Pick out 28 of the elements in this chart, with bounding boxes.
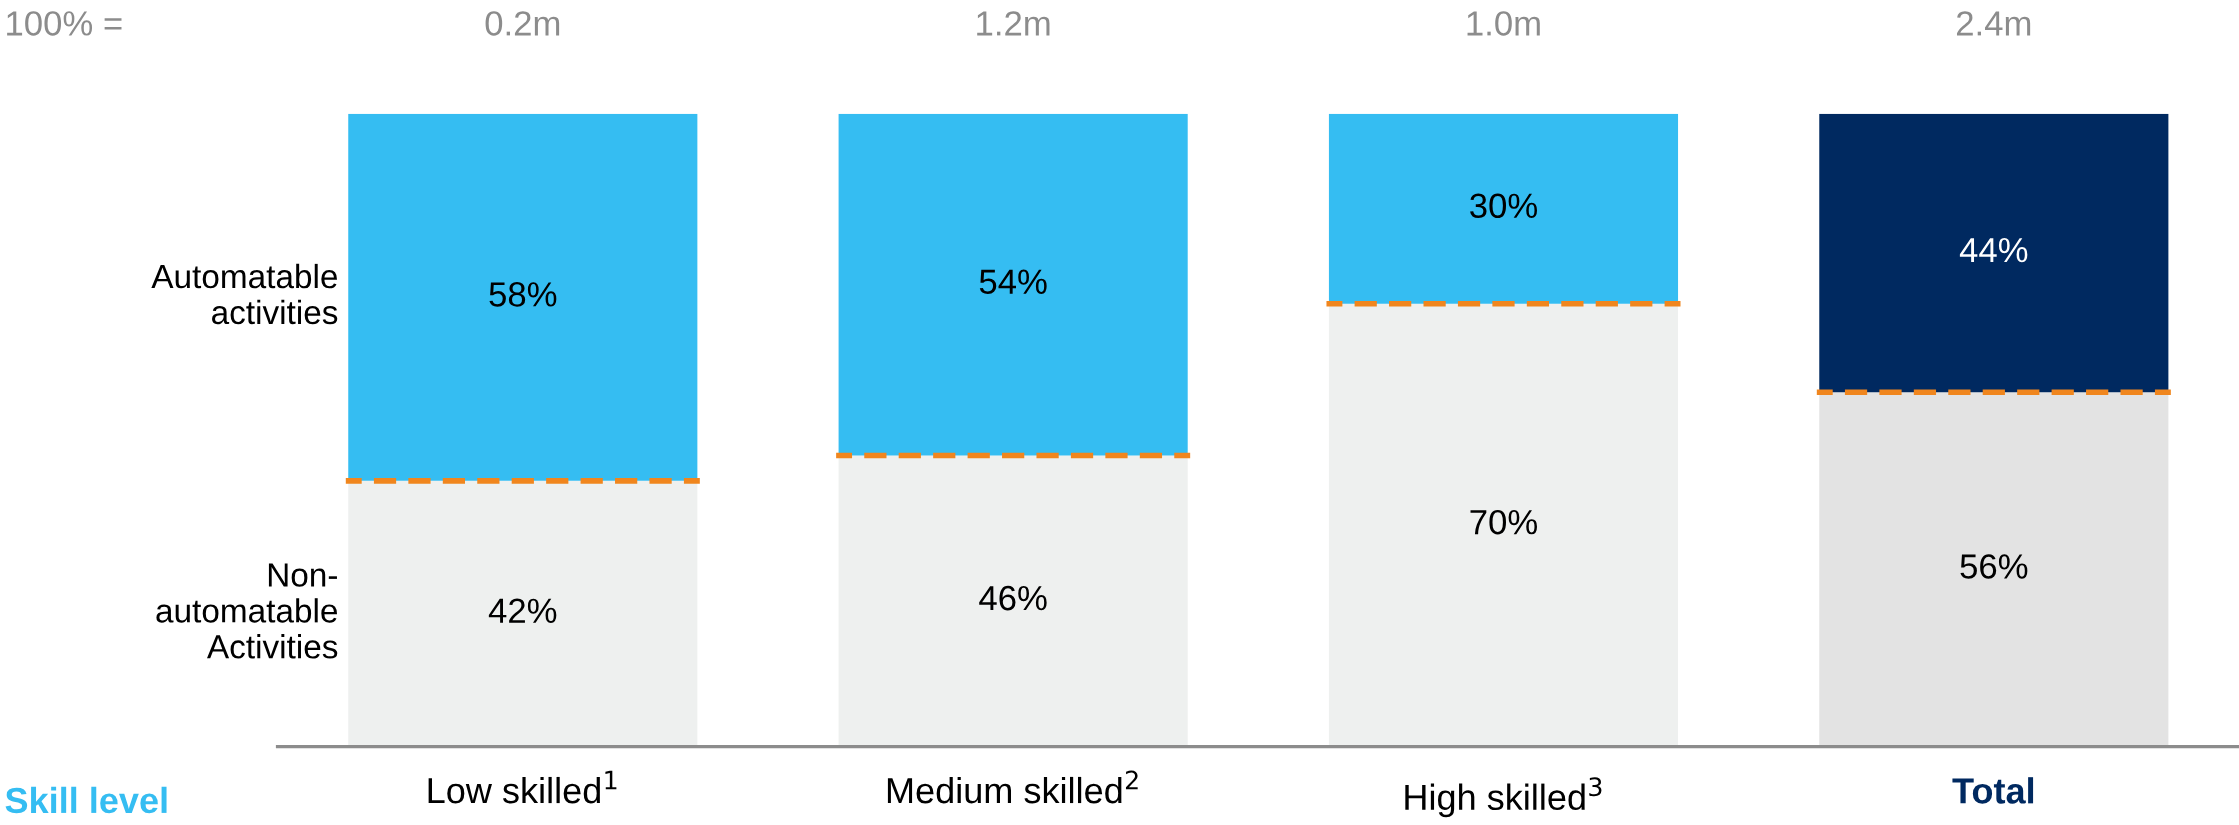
bar [1328,113,1679,304]
bar [1819,392,2169,747]
x-tick-label: Medium skilled$^{2}$ [887,770,1138,804]
data-label: 46% [979,585,1047,611]
bar [838,113,1188,456]
bar [1819,113,2169,393]
series-label: Automatable activities [151,263,338,325]
x-tick-label: Low skilled$^{1}$ [428,770,617,804]
text: 100% = [7,11,122,36]
x-axis-title: Skill level [5,786,167,814]
bar [1328,303,1679,747]
series-label: Non- automatable Activities [156,563,338,659]
data-label: 70% [1470,509,1537,535]
data-label: 30% [1470,193,1537,219]
data-label: 56% [1960,554,2028,579]
data-label: 42% [488,598,557,623]
text: 2.4m [1956,11,2031,36]
data-label: 54% [979,269,1047,295]
bar [838,455,1188,747]
bar [348,480,698,747]
data-label: 44% [1959,237,2028,263]
x-tick-label: Total [1952,777,2034,804]
data-label: 58% [489,282,557,307]
x-tick-label: High skilled$^{3}$ [1405,777,1602,818]
text: 1.2m [977,11,1050,36]
text: 1.0m [1467,11,1540,36]
text: 0.2m [485,11,560,36]
bar [348,113,698,481]
